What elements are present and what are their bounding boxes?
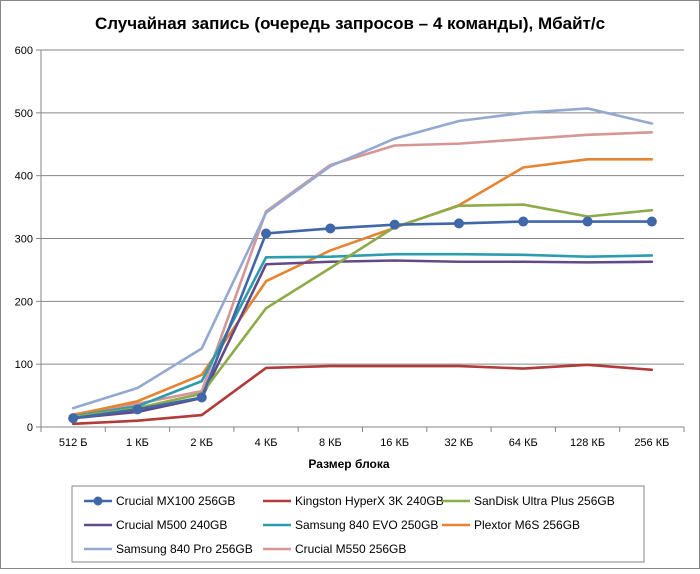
y-tick-label: 600 (15, 45, 33, 57)
x-axis-title: Размер блока (308, 457, 389, 471)
legend-item: Crucial MX100 256GB (84, 494, 235, 508)
series-line (71, 158, 654, 417)
chart-title: Случайная запись (очередь запросов – 4 к… (95, 14, 605, 33)
series-line (71, 107, 654, 410)
series-line (71, 363, 654, 426)
data-point (68, 413, 79, 424)
data-point (389, 219, 400, 230)
series-group (68, 216, 657, 424)
legend-label: Samsung 840 Pro 256GB (116, 542, 253, 556)
y-tick-label: 100 (15, 359, 33, 371)
x-tick-label: 4 КБ (255, 437, 278, 449)
data-point (196, 392, 207, 403)
data-point (325, 223, 336, 234)
series-line (71, 131, 654, 416)
series-line (71, 259, 654, 420)
x-tick-label: 2 КБ (190, 437, 213, 449)
data-point (582, 216, 593, 227)
x-tick-label: 512 Б (59, 437, 88, 449)
legend-label: SanDisk Ultra Plus 256GB (474, 494, 615, 508)
legend-item: Samsung 840 Pro 256GB (84, 542, 253, 556)
data-point (453, 218, 464, 229)
data-point (646, 216, 657, 227)
legend-label: Plextor M6S 256GB (474, 518, 580, 532)
series-group (71, 203, 654, 419)
x-tick-label: 8 КБ (319, 437, 342, 449)
series-group (71, 363, 654, 426)
legend-label: Crucial M550 256GB (295, 542, 406, 556)
series-line (71, 252, 654, 418)
axes (36, 49, 685, 432)
legend-label: Crucial M500 240GB (116, 518, 227, 532)
y-tick-label: 300 (15, 234, 33, 246)
series-group (71, 131, 654, 416)
legend-label: Kingston HyperX 3K 240GB (295, 494, 444, 508)
y-tick-label: 200 (15, 296, 33, 308)
x-tick-label: 64 КБ (509, 437, 538, 449)
legend-item: Samsung 840 EVO 250GB (263, 518, 438, 532)
series-group (71, 259, 654, 420)
legend-item: Plextor M6S 256GB (442, 518, 580, 532)
legend-item: Kingston HyperX 3K 240GB (263, 494, 444, 508)
x-tick-label: 128 КБ (570, 437, 605, 449)
legend-label: Samsung 840 EVO 250GB (295, 518, 438, 532)
legend-item: Crucial M500 240GB (84, 518, 227, 532)
series-lines (68, 107, 657, 426)
x-tick-label: 256 КБ (634, 437, 669, 449)
y-tick-label: 400 (15, 171, 33, 183)
series-group (71, 252, 654, 418)
y-tick-label: 500 (15, 108, 33, 120)
series-line (71, 220, 654, 420)
legend: Crucial MX100 256GB Kingston HyperX 3K 24… (84, 494, 615, 556)
x-tick-label: 32 КБ (444, 437, 473, 449)
legend-label: Crucial MX100 256GB (116, 494, 235, 508)
data-point (518, 216, 529, 227)
x-tick-label: 1 КБ (126, 437, 149, 449)
data-point (261, 228, 272, 239)
data-point (132, 404, 143, 415)
series-group (71, 107, 654, 410)
legend-item: SanDisk Ultra Plus 256GB (442, 494, 615, 508)
legend-marker (93, 496, 103, 506)
tick-labels: 0 100 200 300 400 500 600 512 Б 1 КБ 2 КБ 4 КБ 8 КБ… (15, 45, 670, 449)
series-group (71, 158, 654, 417)
legend-box (71, 485, 645, 563)
legend-item: Crucial M550 256GB (263, 542, 406, 556)
series-line (71, 203, 654, 419)
x-tick-label: 16 КБ (380, 437, 409, 449)
y-tick-label: 0 (27, 422, 33, 434)
